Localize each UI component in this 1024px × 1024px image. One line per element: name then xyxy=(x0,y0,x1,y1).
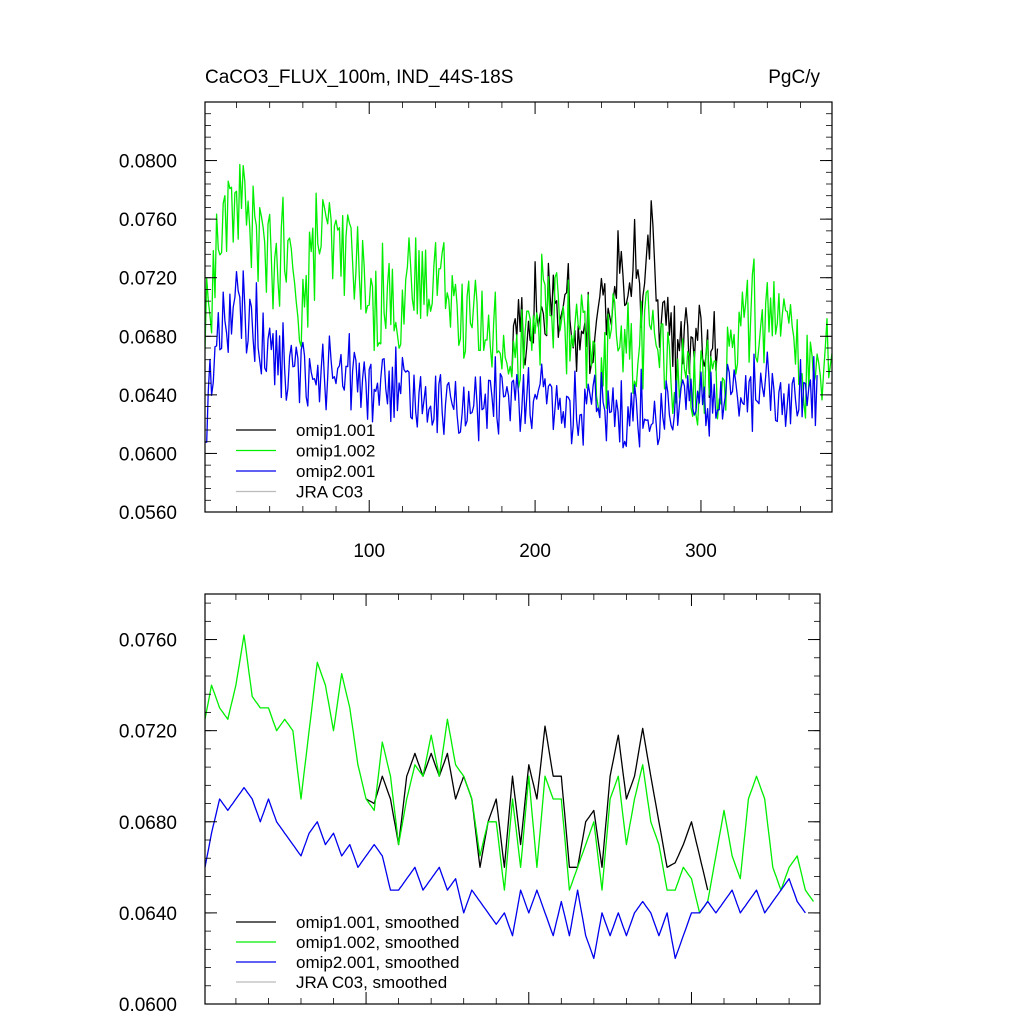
bottom-ytick-label-1: 0.0640 xyxy=(119,904,177,925)
chart-units: PgC/y xyxy=(768,67,820,88)
top-xtick-label-2: 300 xyxy=(685,541,717,562)
bottom-axes: 0.0600 0.0640 0.0680 0.0720 0.0760 xyxy=(119,594,820,1016)
bottom-ytick-label-4: 0.0760 xyxy=(119,631,177,652)
bottom-panel: 0.0600 0.0640 0.0680 0.0720 0.0760 omip1.001… xyxy=(119,593,821,1016)
top-ytick-label-1: 0.0600 xyxy=(119,444,177,465)
bottom-legend-label-1: omip1.002, smoothed xyxy=(296,933,460,952)
bottom-series-line-2 xyxy=(205,786,806,960)
top-legend-label-0: omip1.001 xyxy=(296,421,375,440)
top-ytick-label-6: 0.0800 xyxy=(119,152,177,173)
bottom-legend-label-3: JRA C03, smoothed xyxy=(296,973,447,992)
top-panel: 0.0560 0.0600 0.0640 0.0680 0.0720 0.0760 0.08… xyxy=(119,101,833,562)
bottom-legend-label-0: omip1.001, smoothed xyxy=(296,913,460,932)
top-ytick-label-0: 0.0560 xyxy=(119,503,177,524)
top-legend-label-2: omip2.001 xyxy=(296,462,375,481)
top-axes: 0.0560 0.0600 0.0640 0.0680 0.0720 0.0760 0.08… xyxy=(119,101,832,562)
bottom-ytick-label-2: 0.0680 xyxy=(119,813,177,834)
bottom-series-line-1 xyxy=(205,634,815,914)
top-ytick-label-4: 0.0720 xyxy=(119,269,177,290)
top-xtick-label-1: 200 xyxy=(519,541,551,562)
bottom-ytick-label-0: 0.0600 xyxy=(119,995,177,1016)
top-ytick-label-5: 0.0760 xyxy=(119,210,177,231)
bottom-series-group xyxy=(205,634,815,960)
top-legend-label-3: JRA C03 xyxy=(296,483,363,502)
top-xtick-label-0: 100 xyxy=(353,541,385,562)
top-series-group xyxy=(205,163,832,449)
top-ytick-label-3: 0.0680 xyxy=(119,327,177,348)
bottom-plot-frame xyxy=(204,593,821,1005)
top-plot-frame xyxy=(204,101,833,513)
bottom-ytick-label-3: 0.0720 xyxy=(119,722,177,743)
top-legend-label-1: omip1.002 xyxy=(296,442,375,461)
chart-title: CaCO3_FLUX_100m, IND_44S-18S xyxy=(205,67,513,88)
top-ytick-label-2: 0.0640 xyxy=(119,386,177,407)
top-series-line-2 xyxy=(205,270,818,449)
bottom-legend-label-2: omip2.001, smoothed xyxy=(296,953,460,972)
